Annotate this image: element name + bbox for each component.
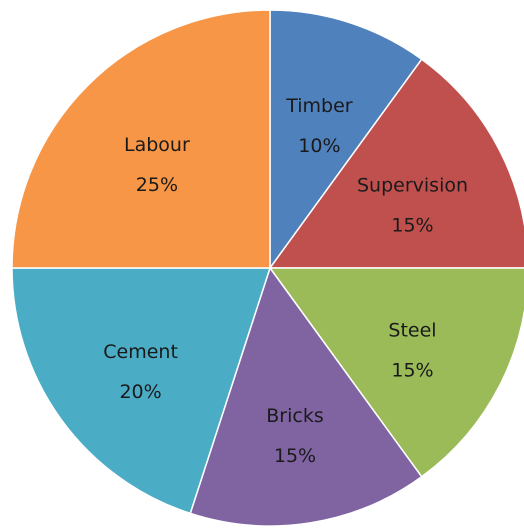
- slice-label-supervision: Supervision: [357, 174, 468, 196]
- slice-label-labour: Labour: [124, 134, 190, 156]
- slice-label-steel: Steel: [388, 320, 436, 342]
- slice-label-timber: Timber: [285, 95, 353, 117]
- slice-value-cement: 20%: [119, 381, 161, 403]
- slice-value-timber: 10%: [298, 135, 340, 157]
- pie-slice-bricks: [189, 266, 423, 527]
- slice-value-steel: 15%: [391, 360, 433, 382]
- slice-value-labour: 25%: [136, 174, 178, 196]
- pie-slice-labour: [11, 9, 271, 269]
- pie-slice-cement: [11, 267, 272, 515]
- slice-value-supervision: 15%: [391, 214, 433, 236]
- pie-slice-steel: [268, 267, 524, 478]
- slice-label-cement: Cement: [103, 341, 178, 363]
- pie-slice-timber: [269, 9, 423, 271]
- slice-label-bricks: Bricks: [266, 405, 323, 427]
- pie-slice-supervision: [268, 58, 524, 269]
- slice-value-bricks: 15%: [274, 445, 316, 467]
